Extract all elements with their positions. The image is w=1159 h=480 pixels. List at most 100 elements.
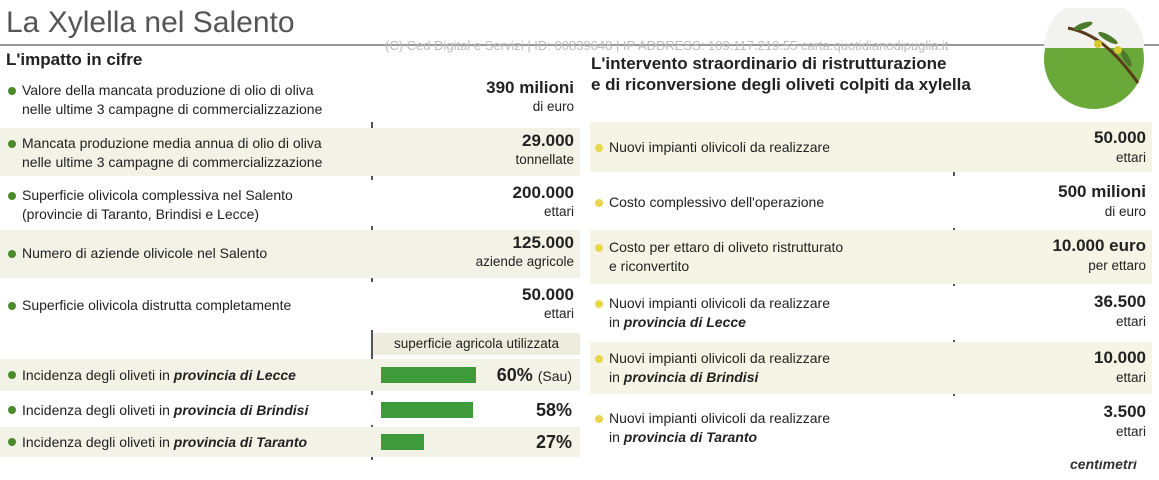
unit: aziende agricole: [475, 254, 574, 269]
label-text: Nuovi impianti olivicoli da realizzare: [609, 350, 830, 366]
value: 50.000: [522, 285, 574, 304]
bullet: [8, 371, 16, 379]
bar: [381, 367, 476, 383]
unit: per ettaro: [1088, 258, 1146, 273]
value: 125.000: [512, 233, 574, 252]
value: 10.000: [1094, 348, 1146, 367]
table-row: Valore della mancata produzione di olio …: [0, 75, 580, 122]
label: Numero di aziende olivicole nel Salento: [22, 244, 267, 263]
value: 27%: [536, 432, 572, 452]
label-text: Nuovi impianti olivicoli da realizzare: [609, 410, 830, 426]
label-text: nelle ultime 3 campagne di commercializz…: [22, 154, 323, 170]
title: La Xylella nel Salento: [6, 6, 295, 39]
label-text: (provincie di Taranto, Brindisi e Lecce): [22, 206, 260, 222]
label-text: Superficie olivicola distrutta completam…: [22, 297, 292, 313]
bar: [381, 402, 473, 418]
bullet: [8, 438, 16, 446]
bar-row: Incidenza degli oliveti in provincia di …: [0, 359, 580, 391]
table-row: Nuovi impianti olivicoli da realizzare in…: [590, 342, 1152, 394]
unit: ettari: [1115, 150, 1146, 165]
label: Costo complessivo dell'operazione: [609, 193, 824, 212]
unit: di euro: [532, 99, 574, 114]
label-emphasis: provincia di Brindisi: [623, 369, 759, 385]
value-label: 58%: [535, 400, 572, 420]
bullet: [8, 302, 16, 310]
label-text: Nuovi impianti olivicoli da realizzare: [609, 138, 830, 155]
label: e riconvertito: [609, 257, 689, 276]
table-row: Mancata produzione media annua di olio d…: [0, 128, 580, 176]
bar-header: superficie agricola utilizzata: [373, 333, 580, 355]
table-row: Nuovi impianti olivicoli da realizzare 50…: [590, 122, 1152, 172]
table-row: Nuovi impianti olivicoli da realizzare in…: [590, 396, 1152, 460]
value: 50.000: [1094, 128, 1146, 147]
bar-row: Incidenza degli oliveti in provincia di …: [0, 427, 580, 457]
label-emphasis: provincia di Taranto: [623, 429, 758, 445]
bullet: [8, 87, 16, 95]
unit: ettari: [543, 306, 574, 321]
label: Nuovi impianti olivicoli da realizzare: [609, 294, 830, 313]
label: Superficie olivicola distrutta completam…: [22, 296, 291, 315]
label: in provincia di Lecce: [609, 313, 746, 332]
unit: ettari: [1115, 424, 1146, 439]
section-title: L'impatto in cifre: [6, 50, 143, 69]
label: in provincia di Brindisi: [609, 368, 758, 387]
olive-logo: [1044, 8, 1144, 109]
bullet: [8, 250, 16, 258]
value: 390 milioni: [486, 78, 574, 97]
value: 200.000: [512, 183, 574, 202]
label-text: Mancata produzione media annua di olio d…: [22, 135, 322, 151]
label: nelle ultime 3 campagne di commercializz…: [22, 100, 322, 119]
value: 500 milioni: [1058, 182, 1146, 201]
brand: centimetri: [1070, 456, 1137, 472]
table-row: Nuovi impianti olivicoli da realizzare in…: [590, 286, 1152, 340]
label-text: e riconvertito: [609, 258, 690, 274]
table-row: Costo complessivo dell'operazione 500 mil…: [590, 176, 1152, 228]
label: Incidenza degli oliveti in provincia di …: [22, 366, 296, 385]
bullet: [595, 355, 603, 363]
label-text: nelle ultime 3 campagne di commercializz…: [22, 101, 323, 117]
value-label: 27%: [535, 432, 572, 452]
section-title: L'intervento straordinario di ristruttur…: [591, 54, 947, 73]
unit: di euro: [1104, 204, 1146, 219]
label-text: in: [609, 314, 620, 330]
table-row: Costo per ettaro di oliveto ristrutturat…: [590, 230, 1152, 284]
label-emphasis: provincia di Lecce: [623, 314, 746, 330]
label-emphasis: provincia di Lecce: [173, 366, 296, 383]
label-text: Costo per ettaro di oliveto ristrutturat…: [609, 239, 844, 255]
label-text: Incidenza degli oliveti in: [22, 401, 170, 418]
bullet: [8, 406, 16, 414]
value: 36.500: [1094, 292, 1146, 311]
bullet: [8, 140, 16, 148]
label-emphasis: provincia di Brindisi: [173, 401, 309, 418]
bullet: [595, 143, 603, 152]
label: Superficie olivicola complessiva nel Sal…: [22, 186, 293, 205]
label-text: in: [609, 369, 620, 385]
table-row: Superficie olivicola distrutta completam…: [0, 282, 580, 330]
label: nelle ultime 3 campagne di commercializz…: [22, 153, 322, 172]
label: Valore della mancata produzione di olio …: [22, 81, 314, 100]
section-title: e di riconversione degli oliveti colpiti…: [591, 75, 971, 94]
unit: ettari: [543, 204, 574, 219]
table-row: Superficie olivicola complessiva nel Sal…: [0, 180, 580, 226]
table-row: Numero di aziende olivicole nel Salento 1…: [0, 230, 580, 278]
label: Nuovi impianti olivicoli da realizzare: [609, 409, 830, 428]
bullet: [595, 244, 603, 252]
label: (provincie di Taranto, Brindisi e Lecce): [22, 205, 259, 224]
label: Mancata produzione media annua di olio d…: [22, 134, 322, 153]
label: Nuovi impianti olivicoli da realizzare: [609, 349, 830, 368]
unit: tonnellate: [515, 152, 574, 167]
value: 10.000 euro: [1052, 236, 1146, 255]
label: Costo per ettaro di oliveto ristrutturat…: [609, 238, 843, 257]
value: 60% (Sau): [497, 365, 572, 386]
unit: ettari: [1115, 314, 1146, 329]
label-text: Valore della mancata produzione di olio …: [22, 82, 314, 98]
bullet: [595, 300, 603, 308]
value: 3.500: [1103, 402, 1146, 421]
bullet: [595, 415, 603, 423]
label: Incidenza degli oliveti in provincia di …: [22, 433, 307, 452]
value: 58%: [536, 400, 572, 420]
note: (Sau): [537, 368, 572, 384]
label-text: Numero di aziende olivicole nel Salento: [22, 245, 268, 261]
unit: ettari: [1115, 370, 1146, 385]
rule: [0, 44, 1159, 46]
